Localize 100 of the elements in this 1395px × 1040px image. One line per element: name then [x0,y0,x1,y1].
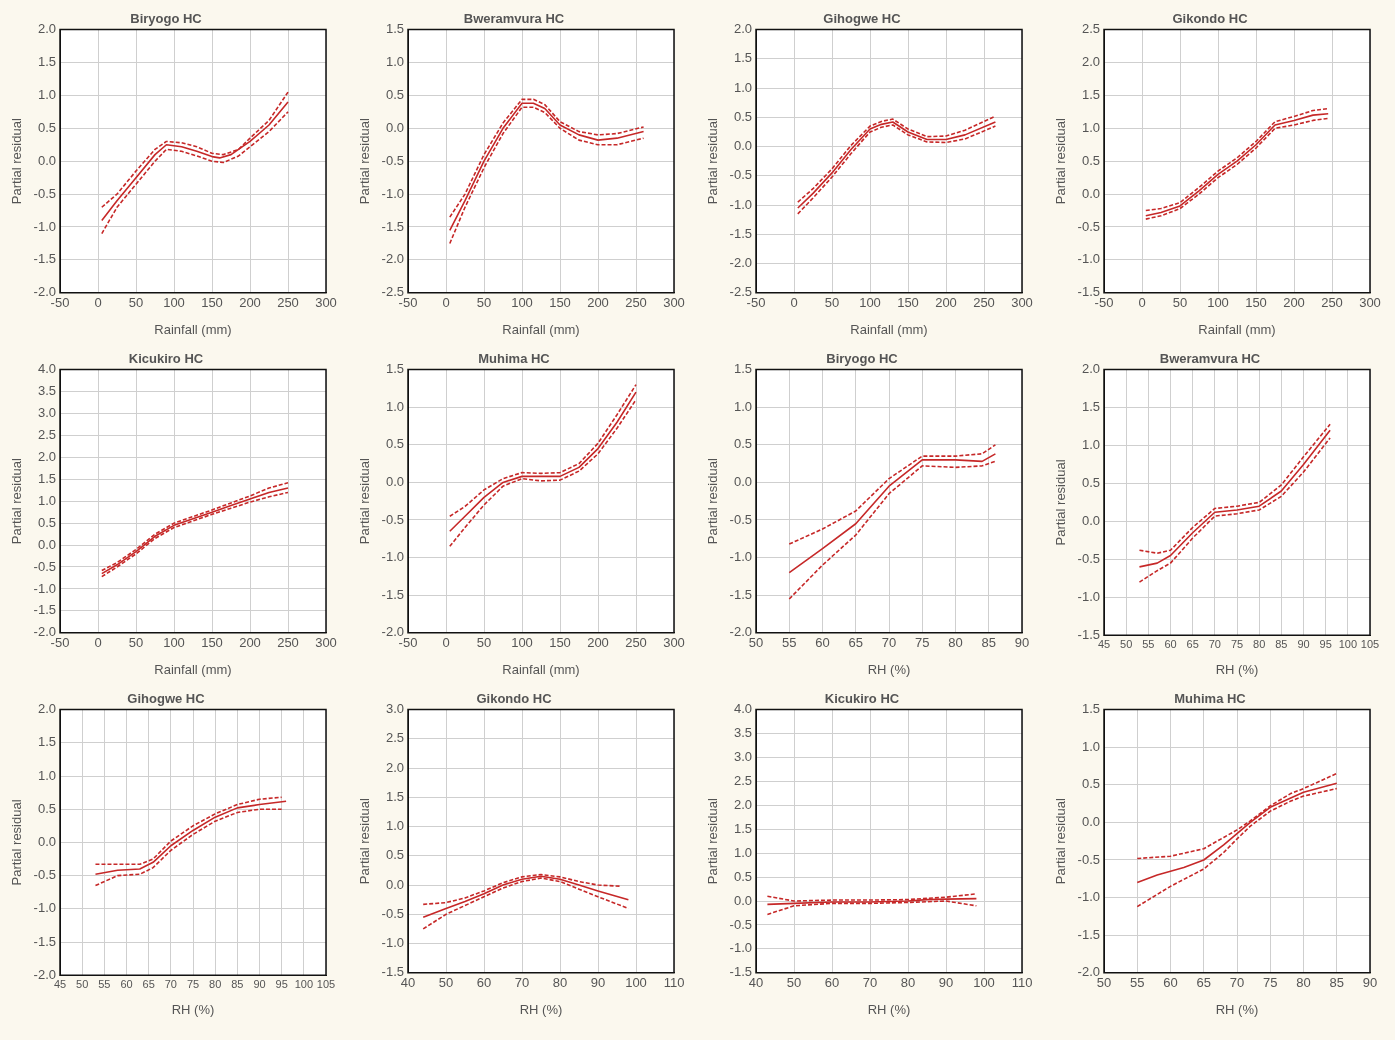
x-tick-label: 80 [948,635,963,651]
y-tick-label: -0.5 [729,916,752,932]
y-tick-label: 0.5 [1081,475,1100,491]
x-tick-label: 95 [275,977,288,990]
y-tick-label: 0.5 [1081,152,1100,168]
x-tick-label: 105 [316,977,336,990]
y-tick-label: 0.0 [37,833,56,849]
y-tick-label: -1.5 [729,225,752,241]
x-tick-label: 50 [476,635,492,651]
y-tick-label: -1.0 [1077,588,1100,604]
y-tick-label: 3.0 [733,749,752,765]
y-tick-label: 0.0 [1081,813,1100,829]
x-tick-label: 250 [625,295,647,311]
y-tick-label: 4.0 [37,361,56,377]
x-tick-label: 105 [1360,637,1380,650]
y-tick-label: 2.5 [37,426,56,442]
chart-title: Gihogwe HC [823,11,902,27]
x-tick-label: 85 [981,635,996,651]
y-tick-label: 2.0 [733,21,752,37]
x-tick-label: 70 [881,635,897,651]
y-tick-label: 0.0 [1081,185,1100,201]
x-tick-label: 110 [1011,975,1033,991]
x-tick-label: 300 [1011,295,1033,311]
y-axis-title: Partial residual [1053,459,1069,546]
y-tick-label: 1.0 [1081,119,1100,135]
y-tick-label: 1.5 [37,470,56,486]
x-tick-label: 50 [1096,975,1112,991]
y-tick-label: -0.5 [729,167,752,183]
y-tick-label: -0.5 [33,185,56,201]
y-tick-label: 0.0 [385,473,404,489]
y-tick-label: 0.5 [733,436,752,452]
x-tick-label: 90 [938,975,954,991]
y-tick-label: -1.0 [1077,251,1100,267]
x-tick-label: 300 [315,295,337,311]
x-tick-label: 75 [1230,637,1244,650]
x-tick-label: 250 [973,295,995,311]
y-tick-label: 1.0 [1081,437,1100,453]
y-tick-label: -1.5 [33,602,56,618]
y-tick-label: -1.0 [1077,889,1100,905]
y-tick-label: 0.5 [37,119,56,135]
y-tick-label: -1.5 [33,933,56,949]
y-tick-label: 1.5 [385,21,404,37]
x-tick-label: 70 [1229,975,1245,991]
y-tick-label: -0.5 [1077,851,1100,867]
y-tick-label: 0.0 [733,473,752,489]
y-tick-label: 0.5 [37,514,56,530]
y-tick-label: -1.0 [729,196,752,212]
x-tick-label: 150 [201,295,223,311]
x-tick-label: 80 [1253,637,1266,650]
y-tick-label: 0.5 [37,800,56,816]
y-axis-title: Partial residual [9,118,25,205]
y-tick-label: 0.0 [385,876,404,892]
y-tick-label: 0.5 [1081,776,1100,792]
y-tick-label: 2.0 [1081,361,1100,377]
x-tick-label: 55 [782,635,797,651]
y-axis-title: Partial residual [357,118,373,205]
x-tick-label: 90 [1297,637,1310,650]
x-tick-label: 60 [1164,637,1177,650]
y-tick-label: 1.0 [1081,738,1100,754]
y-tick-label: 1.0 [37,767,56,783]
x-tick-label: 0 [1138,295,1146,311]
y-tick-label: -0.5 [33,558,56,574]
x-tick-label: 90 [1014,635,1030,651]
y-tick-label: 1.0 [733,398,752,414]
x-tick-label: 70 [164,977,177,990]
x-tick-label: 200 [587,635,609,651]
x-tick-label: 70 [514,975,530,991]
x-axis-title: Rainfall (mm) [154,661,232,677]
x-tick-label: 50 [476,295,492,311]
y-tick-label: -0.5 [381,905,404,921]
x-tick-label: 100 [511,635,533,651]
x-tick-label: 200 [239,295,261,311]
x-axis-title: Rainfall (mm) [850,321,928,337]
y-tick-label: 0.5 [385,847,404,863]
chart-title: Gihogwe HC [127,691,206,707]
y-tick-label: 1.5 [1081,86,1100,102]
x-tick-label: 150 [201,635,223,651]
x-axis-title: RH (%) [171,1001,215,1017]
y-tick-label: 1.5 [385,788,404,804]
y-tick-label: -0.5 [33,867,56,883]
x-axis-title: RH (%) [1215,661,1259,677]
y-tick-label: 1.0 [37,492,56,508]
x-tick-label: 55 [1130,975,1145,991]
y-tick-label: 1.0 [385,54,404,70]
x-tick-label: 0 [94,295,102,311]
x-tick-label: 85 [231,977,244,990]
y-tick-label: 1.5 [385,361,404,377]
x-tick-label: 0 [442,295,450,311]
x-tick-label: 150 [1245,295,1267,311]
y-tick-label: 1.0 [385,818,404,834]
x-tick-label: 100 [625,975,647,991]
x-tick-label: 300 [663,635,685,651]
y-tick-label: 2.0 [733,796,752,812]
x-axis-title: RH (%) [519,1001,563,1017]
y-tick-label: 1.5 [733,820,752,836]
x-tick-label: 80 [900,975,916,991]
y-axis-title: Partial residual [1053,798,1069,885]
line-series [94,808,283,887]
x-axis-title: Rainfall (mm) [502,661,580,677]
chart-title: Bweramvura HC [1159,351,1261,367]
